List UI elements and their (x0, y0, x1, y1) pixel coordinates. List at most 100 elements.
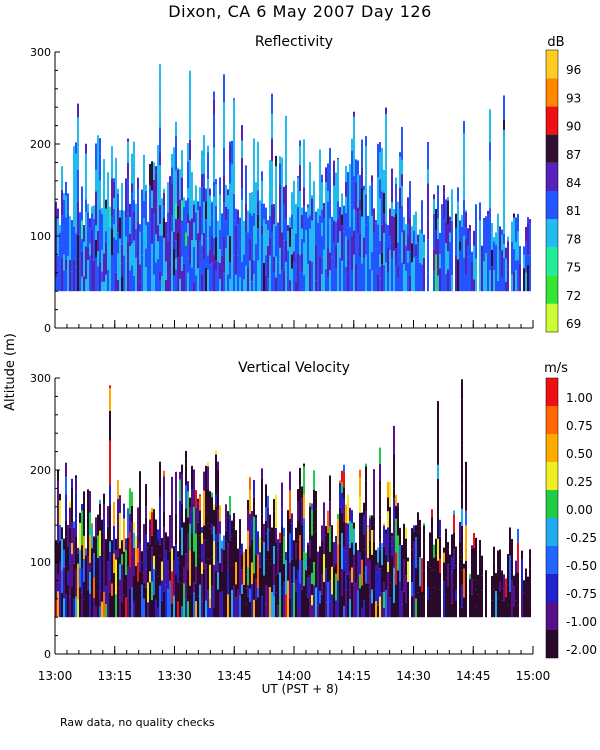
data-cell (207, 210, 209, 221)
data-cell (333, 596, 335, 618)
data-cell (111, 595, 113, 618)
data-cell (173, 197, 175, 233)
data-cell (297, 219, 299, 253)
data-cell (331, 216, 333, 224)
colorbar-swatch (546, 490, 558, 518)
data-cell (359, 469, 361, 478)
data-cell (359, 574, 361, 589)
data-cell (507, 241, 509, 270)
data-cell (95, 517, 97, 538)
data-cell (341, 568, 343, 596)
data-cell (259, 552, 261, 568)
data-cell (99, 138, 101, 154)
data-cell (507, 554, 509, 585)
data-cell (197, 522, 199, 557)
data-cell (515, 560, 517, 573)
data-cell (251, 192, 253, 193)
data-cell (63, 254, 65, 271)
data-cell (281, 157, 283, 185)
data-cell (115, 182, 117, 209)
data-cell (219, 521, 221, 534)
data-cell (215, 271, 217, 292)
data-cell (207, 589, 209, 600)
data-cell (159, 515, 161, 527)
data-cell (99, 153, 101, 181)
data-cell (169, 517, 171, 552)
data-cell (183, 522, 185, 533)
data-cell (241, 217, 243, 250)
data-cell (275, 592, 277, 618)
data-cell (485, 570, 487, 585)
data-cell (201, 187, 203, 219)
data-cell (369, 595, 371, 618)
data-cell (193, 483, 195, 508)
data-cell (429, 567, 431, 598)
data-cell (165, 222, 167, 235)
data-cell (339, 594, 341, 618)
data-cell (447, 269, 449, 292)
data-cell (371, 182, 373, 216)
data-cell (311, 503, 313, 511)
data-cell (285, 218, 287, 242)
data-cell (383, 546, 385, 583)
data-cell (159, 83, 161, 108)
data-cell (379, 278, 381, 292)
data-cell (97, 581, 99, 618)
data-cell (125, 549, 127, 575)
data-cell (359, 174, 361, 176)
data-cell (123, 503, 125, 519)
data-cell (207, 145, 209, 153)
data-cell (345, 523, 347, 551)
data-cell (361, 216, 363, 241)
data-cell (471, 261, 473, 292)
data-cell (489, 270, 491, 292)
data-cell (311, 510, 313, 536)
data-cell (155, 171, 157, 208)
data-cell (461, 434, 463, 446)
data-cell (159, 271, 161, 282)
data-cell (337, 242, 339, 269)
data-cell (391, 168, 393, 175)
data-cell (357, 550, 359, 556)
data-cell (297, 175, 299, 178)
data-cell (159, 461, 161, 498)
data-cell (175, 170, 177, 204)
data-cell (291, 583, 293, 618)
data-cell (133, 601, 135, 618)
data-cell (383, 213, 385, 233)
data-cell (157, 207, 159, 226)
data-cell (191, 171, 193, 179)
data-cell (499, 267, 501, 292)
data-cell (207, 220, 209, 239)
data-cell (477, 574, 479, 595)
data-cell (65, 566, 67, 595)
data-cell (71, 225, 73, 246)
data-cell (205, 465, 207, 488)
data-cell (93, 205, 95, 219)
data-cell (255, 257, 257, 292)
data-cell (397, 278, 399, 292)
data-cell (353, 269, 355, 292)
data-cell (171, 524, 173, 549)
data-cell (373, 517, 375, 531)
data-cell (127, 163, 129, 180)
data-cell (199, 206, 201, 241)
data-cell (395, 213, 397, 249)
data-cell (279, 163, 281, 185)
data-cell (85, 153, 87, 188)
data-cell (461, 445, 463, 470)
data-cell (235, 584, 237, 598)
data-cell (339, 483, 341, 508)
data-cell (327, 547, 329, 583)
footnote: Raw data, no quality checks (60, 716, 215, 729)
data-cell (253, 543, 255, 574)
data-cell (375, 601, 377, 618)
data-cell (75, 165, 77, 201)
data-cell (339, 543, 341, 569)
data-cell (351, 138, 353, 151)
data-cell (465, 560, 467, 585)
data-cell (213, 504, 215, 510)
data-cell (455, 546, 457, 548)
data-cell (371, 215, 373, 252)
data-cell (287, 230, 289, 251)
